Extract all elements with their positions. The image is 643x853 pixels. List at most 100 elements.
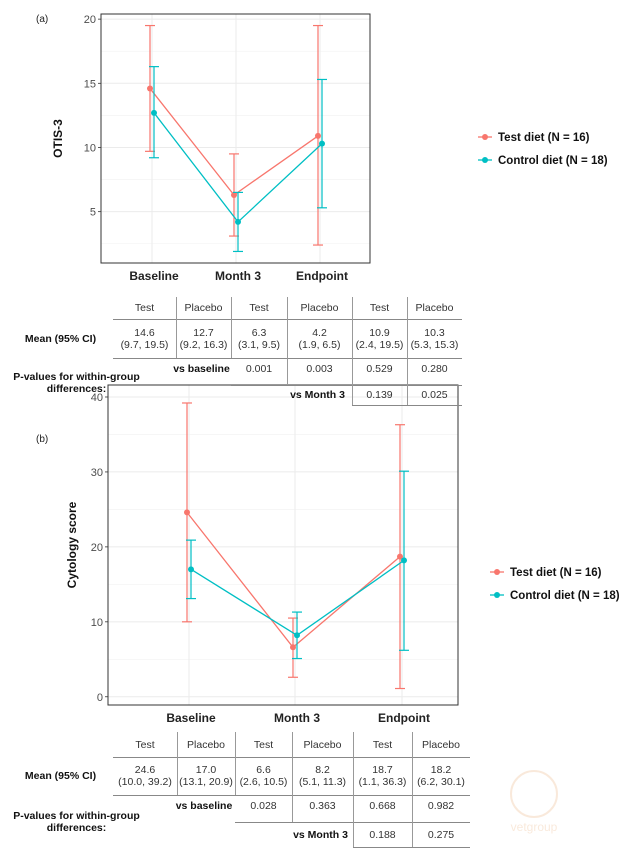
x-tick-label: Baseline — [166, 711, 216, 725]
table-column-divider — [412, 795, 413, 822]
x-tick-label: Baseline — [129, 269, 179, 283]
table-divider — [113, 795, 470, 796]
mean-ci-cell: 4.2 (1.9, 6.5) — [298, 326, 341, 351]
pvalue-vs-baseline-cell: 0.363 — [309, 799, 336, 812]
y-tick-label: 0 — [97, 692, 103, 704]
table-column-divider — [353, 732, 354, 795]
watermark-logo: vetgroup — [510, 770, 558, 834]
table-column-divider — [412, 822, 413, 847]
table-header-cell: Placebo — [184, 302, 223, 314]
table-column-divider — [235, 732, 236, 795]
pvalue-vs-baseline-cell: 0.003 — [306, 362, 333, 375]
y-tick-label: 15 — [84, 78, 96, 90]
pvalue-vs-baseline-cell: 0.668 — [369, 799, 396, 812]
y-tick-label: 10 — [91, 617, 103, 629]
table-header-cell: Placebo — [422, 738, 460, 751]
mean-ci-cell: 12.7 (9.2, 16.3) — [179, 326, 228, 351]
pvalue-vs-month3-cell: 0.139 — [366, 389, 393, 401]
table-header-cell: Test — [135, 738, 155, 751]
legend-test-label: Test diet (N = 16) — [498, 132, 590, 144]
table-column-divider — [292, 732, 293, 795]
plot-background — [108, 385, 458, 705]
table-column-divider — [407, 297, 408, 358]
pvalue-vs-baseline-cell: 0.280 — [421, 362, 448, 375]
mean-ci-cell: 14.6 (9.7, 19.5) — [120, 326, 169, 351]
y-tick-label: 10 — [84, 142, 96, 154]
vs-month3-label: vs Month 3 — [293, 828, 348, 841]
vs-baseline-label: vs baseline — [175, 799, 233, 812]
mean-ci-cell: 8.2 (5.1, 11.3) — [298, 764, 347, 788]
mean-ci-cell: 6.3 (3.1, 9.5) — [237, 326, 281, 351]
mean-ci-cell: 18.2 (6.2, 30.1) — [417, 764, 465, 788]
table-column-divider — [287, 297, 288, 358]
table-header-cell: Placebo — [415, 302, 454, 314]
mean-row-label: Mean (95% CI) — [24, 770, 97, 782]
table-header-cell: Test — [369, 302, 390, 314]
table-divider — [231, 385, 462, 386]
legend-control-label: Control diet (N = 18) — [498, 155, 608, 167]
test-data-point — [231, 191, 237, 198]
pvalue-vs-baseline-cell: 0.028 — [250, 799, 277, 812]
y-tick-label: 20 — [84, 14, 96, 26]
panel-label-b: (b) — [36, 434, 49, 445]
x-tick-label: Month 3 — [274, 711, 320, 725]
panel-label-a: (a) — [36, 14, 49, 25]
legend-test-marker — [482, 134, 488, 140]
vs-baseline-label: vs baseline — [173, 362, 230, 375]
table-divider — [352, 405, 462, 406]
pvalue-row-label: P-values for within-group differences: — [13, 810, 140, 834]
plot-border — [100, 13, 371, 264]
mean-ci-cell: 24.6 (10.0, 39.2) — [118, 764, 172, 788]
table-column-divider — [352, 297, 353, 358]
control-data-point — [319, 140, 325, 147]
table-header-cell: Test — [134, 302, 155, 314]
y-tick-label: 40 — [91, 392, 103, 404]
table-column-divider — [231, 297, 232, 358]
table-divider — [235, 822, 470, 823]
mean-ci-cell: 10.3 (5.3, 15.3) — [410, 326, 459, 351]
table-column-divider — [352, 358, 353, 405]
mean-ci-cell: 10.9 (2.4, 19.5) — [355, 326, 404, 351]
table-header-cell: Placebo — [303, 738, 342, 751]
pvalue-vs-baseline-cell: 0.982 — [427, 799, 455, 812]
y-axis-label: OTIS-3 — [51, 119, 65, 158]
table-header-cell: Placebo — [300, 302, 339, 314]
table-header-cell: Test — [253, 738, 274, 751]
x-tick-label: Endpoint — [296, 269, 348, 283]
pvalue-vs-month3-cell: 0.025 — [421, 389, 448, 401]
table-column-divider — [353, 795, 354, 847]
mean-ci-cell: 17.0 (13.1, 20.9) — [179, 764, 233, 788]
vs-month3-label: vs Month 3 — [290, 389, 345, 401]
x-tick-label: Month 3 — [215, 269, 261, 283]
control-data-point — [151, 109, 157, 116]
table-header-cell: Test — [249, 302, 269, 314]
mean-ci-cell: 18.7 (1.1, 36.3) — [358, 764, 407, 788]
legend-control-marker — [482, 157, 488, 163]
legend-control-marker — [494, 592, 500, 598]
control-data-point — [401, 557, 407, 564]
table-divider — [113, 757, 470, 758]
test-data-point — [315, 132, 321, 139]
mean-row-label: Mean (95% CI) — [24, 332, 97, 345]
table-column-divider — [287, 358, 288, 385]
test-data-point — [397, 553, 403, 560]
control-data-point — [188, 566, 194, 573]
table-column-divider — [412, 732, 413, 795]
table-column-divider — [292, 795, 293, 822]
pvalue-vs-baseline-cell: 0.529 — [366, 362, 393, 375]
legend-test-marker — [494, 569, 500, 575]
x-tick-label: Endpoint — [378, 711, 430, 725]
table-column-divider — [407, 385, 408, 405]
y-tick-label: 30 — [91, 467, 103, 479]
table-header-cell: Placebo — [187, 738, 225, 751]
table-column-divider — [407, 358, 408, 385]
control-data-point — [235, 218, 241, 225]
test-data-point — [147, 85, 153, 92]
y-tick-label: 5 — [90, 207, 96, 219]
y-tick-label: 20 — [91, 542, 103, 554]
legend-control-label: Control diet (N = 18) — [510, 590, 620, 602]
pvalue-row-label: P-values for within-group differences: — [13, 370, 140, 395]
test-data-point — [290, 644, 296, 651]
test-data-point — [184, 509, 190, 516]
